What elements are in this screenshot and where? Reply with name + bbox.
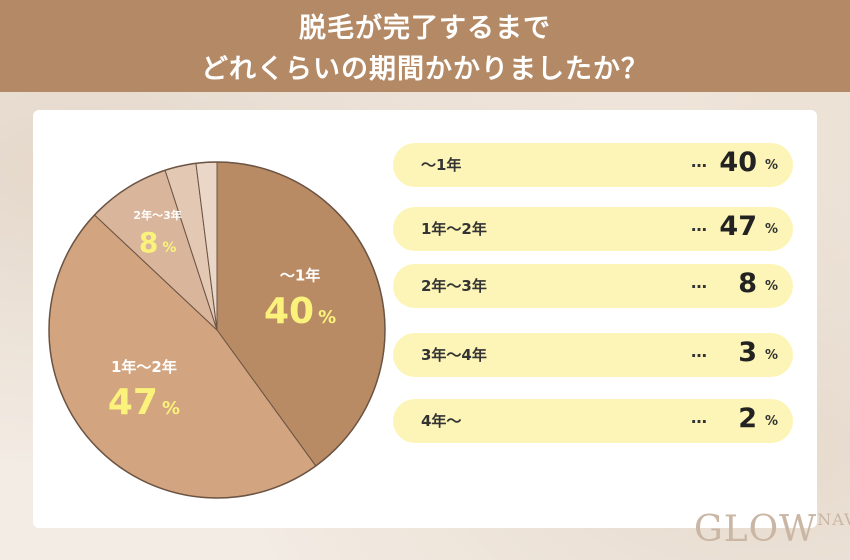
slice-name: 1年～2年 [111,358,177,376]
legend-label: 2年～3年 [421,277,487,295]
legend-dots: … [691,342,707,361]
glow-navi-logo: GLOWNAVI [694,509,850,550]
logo-sub: NAVI [817,510,850,529]
legend-unit: % [765,414,779,429]
slice-value: 47% [108,382,180,423]
legend-value: 3 [738,337,757,368]
legend-value: 40 [719,147,757,178]
legend-row-1: ～1年 … 40 % [393,143,793,187]
page-title-line-1: 脱毛が完了するまで [299,13,551,44]
legend-unit: % [765,222,779,237]
legend-label: 1年～2年 [421,220,487,238]
legend-value: 8 [738,268,757,299]
pie-outline [48,161,386,499]
legend-unit: % [765,348,779,363]
title-banner: 脱毛が完了するまで どれくらいの期間かかりましたか？ [0,0,850,92]
legend-label: ～1年 [421,156,462,174]
legend-value: 47 [719,211,757,242]
legend-unit: % [765,158,779,173]
slice-name: 2年～3年 [133,208,181,222]
logo-main: GLOW [694,509,818,550]
legend-value: 2 [738,403,757,434]
legend-row-3: 2年～3年 … 8 % [393,264,793,308]
slice-name: ～1年 [280,267,320,285]
slice-value: 8% [139,226,177,259]
legend-dots: … [691,152,707,171]
legend-row-5: 4年～ … 2 % [393,399,793,443]
legend-label: 3年～4年 [421,346,487,364]
page-title-line-2: どれくらいの期間かかりましたか？ [201,54,649,85]
slice-value: 40% [264,291,336,332]
legend-unit: % [765,279,779,294]
slice-label-2: 1年～2年 47% [108,358,180,423]
legend-label: 4年～ [421,412,462,430]
legend-row-2: 1年～2年 … 47 % [393,207,793,251]
legend-dots: … [691,216,707,235]
legend-dots: … [691,408,707,427]
slice-label-3: 2年～3年 8% [133,208,181,259]
legend-row-4: 3年～4年 … 3 % [393,333,793,377]
legend-dots: … [691,273,707,292]
